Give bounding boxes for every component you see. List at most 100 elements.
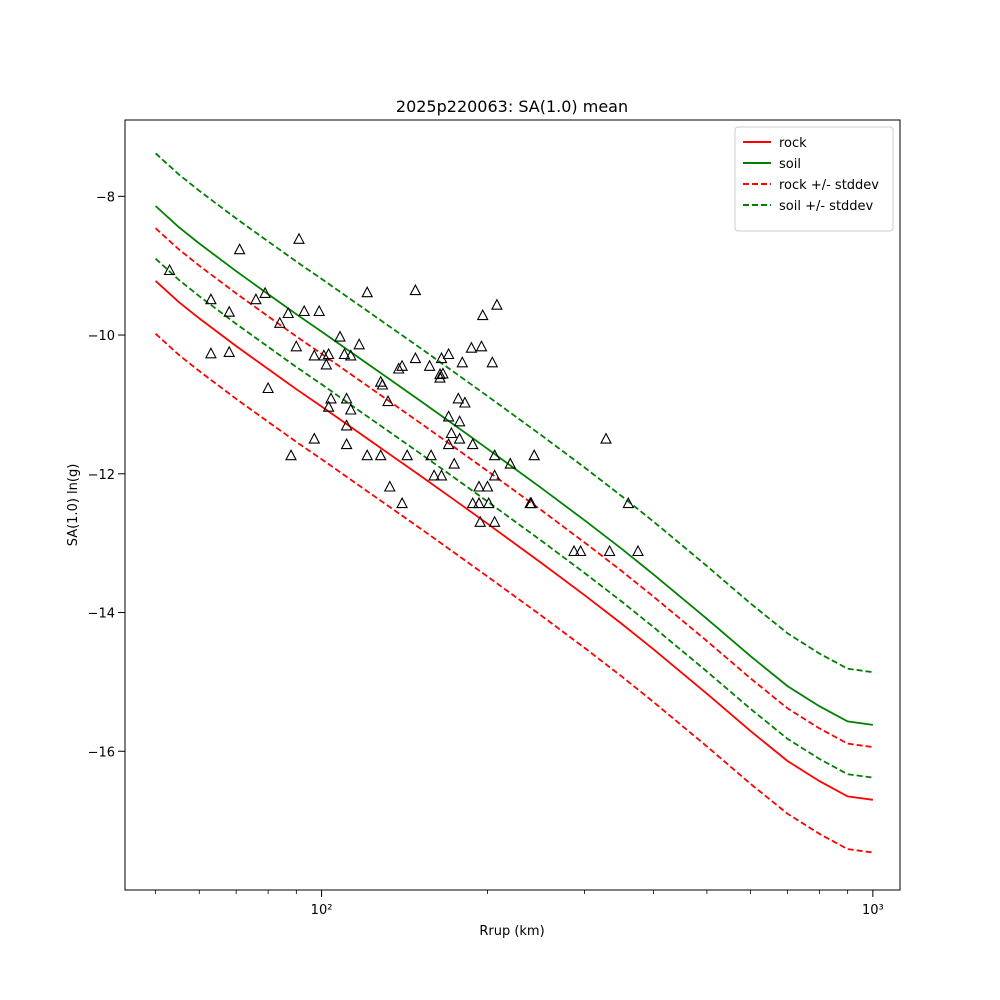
x-axis-label: Rrup (km) bbox=[479, 924, 544, 939]
observation-point bbox=[396, 359, 409, 371]
observation-point bbox=[574, 544, 587, 557]
observation-point bbox=[465, 341, 478, 353]
observation-point bbox=[425, 449, 438, 461]
y-tick-label: −8 bbox=[96, 190, 115, 205]
observation-point bbox=[409, 283, 422, 296]
observation-point bbox=[466, 437, 479, 450]
observation-point bbox=[340, 437, 353, 450]
observation-point bbox=[344, 403, 357, 415]
observation-point bbox=[453, 432, 466, 444]
observation-point bbox=[308, 349, 321, 361]
observation-point bbox=[340, 392, 353, 404]
observation-point bbox=[317, 349, 330, 361]
observation-point bbox=[374, 449, 387, 461]
observation-point bbox=[481, 480, 494, 492]
observation-point bbox=[473, 496, 485, 509]
observation-point bbox=[600, 432, 612, 444]
observation-point bbox=[223, 305, 236, 317]
observation-point bbox=[568, 544, 580, 557]
legend-label: soil bbox=[779, 157, 801, 172]
observation-point bbox=[322, 400, 335, 412]
observation-point bbox=[442, 347, 455, 360]
series-line-1 bbox=[154, 205, 874, 726]
observation-point bbox=[233, 243, 246, 255]
observation-point bbox=[475, 340, 488, 352]
observation-point bbox=[442, 410, 455, 422]
observation-point bbox=[409, 351, 422, 364]
observation-point bbox=[466, 496, 479, 509]
observation-point bbox=[340, 419, 353, 431]
observation-point bbox=[223, 345, 236, 357]
observation-point bbox=[458, 396, 471, 408]
observation-point bbox=[361, 286, 374, 298]
observation-point bbox=[338, 347, 351, 360]
observation-point bbox=[320, 358, 333, 370]
y-tick-label: −10 bbox=[88, 329, 115, 344]
observation-point bbox=[436, 367, 449, 379]
observation-point bbox=[293, 232, 305, 244]
observation-point bbox=[259, 286, 272, 298]
y-tick-label: −14 bbox=[88, 607, 115, 622]
observation-point bbox=[525, 496, 538, 509]
legend-label: soil +/- stddev bbox=[779, 199, 874, 214]
observation-point bbox=[490, 298, 503, 310]
observation-point bbox=[298, 304, 311, 317]
series-line-4 bbox=[154, 152, 874, 674]
legend: rock soil rock +/- stddev soil +/- stddev bbox=[734, 126, 894, 232]
observation-point bbox=[488, 515, 501, 527]
plot-area bbox=[154, 152, 874, 854]
observation-point bbox=[435, 469, 448, 481]
observation-point bbox=[476, 308, 489, 321]
observation-point bbox=[488, 449, 501, 461]
observation-point bbox=[401, 449, 414, 461]
observation-point bbox=[249, 293, 262, 305]
y-axis-label: SA(1.0) ln(g) bbox=[66, 464, 81, 547]
x-tick-label: 10³ bbox=[862, 903, 884, 918]
observation-point bbox=[456, 356, 469, 368]
observation-point bbox=[376, 378, 389, 390]
observation-point bbox=[434, 367, 446, 380]
observation-point bbox=[603, 544, 616, 557]
x-tick-label: 10² bbox=[311, 903, 333, 918]
observation-point bbox=[322, 347, 335, 360]
legend-label: rock +/- stddev bbox=[779, 178, 879, 193]
observation-point bbox=[423, 359, 436, 371]
observation-point bbox=[313, 304, 326, 317]
series-line-0 bbox=[154, 280, 874, 801]
observation-point bbox=[290, 340, 303, 352]
series-line-2 bbox=[154, 227, 874, 748]
observation-point bbox=[504, 457, 517, 469]
series-line-3 bbox=[154, 333, 874, 854]
observation-point bbox=[442, 437, 455, 450]
observation-point bbox=[486, 356, 499, 368]
observation-point bbox=[334, 330, 346, 342]
observation-point bbox=[285, 449, 297, 461]
observation-point bbox=[428, 469, 441, 481]
observation-point bbox=[361, 449, 374, 461]
chart-title: 2025p220063: SA(1.0) mean bbox=[396, 97, 628, 116]
observation-point bbox=[308, 432, 321, 444]
observation-point bbox=[473, 480, 485, 492]
observation-point bbox=[392, 362, 405, 374]
observation-point bbox=[453, 415, 466, 427]
observation-point bbox=[325, 392, 337, 404]
observation-point bbox=[488, 469, 501, 481]
y-tick-label: −12 bbox=[88, 468, 115, 483]
observation-point bbox=[396, 496, 409, 509]
observation-point bbox=[163, 263, 176, 276]
legend-label: rock bbox=[779, 136, 807, 151]
observation-point bbox=[262, 381, 275, 394]
observation-point bbox=[632, 544, 644, 557]
y-tick-label: −16 bbox=[88, 745, 115, 760]
observation-point bbox=[383, 480, 396, 492]
observation-point bbox=[622, 496, 635, 509]
observation-point bbox=[474, 515, 487, 527]
axis-ticks: 10² 10³ −16 −14 −12 −10 −8 bbox=[88, 190, 884, 918]
observation-point bbox=[344, 349, 357, 361]
observation-point bbox=[273, 316, 286, 328]
observation-point bbox=[382, 394, 394, 407]
series-line-5 bbox=[154, 258, 874, 779]
observation-point bbox=[448, 457, 461, 469]
axes-frame bbox=[124, 119, 901, 891]
